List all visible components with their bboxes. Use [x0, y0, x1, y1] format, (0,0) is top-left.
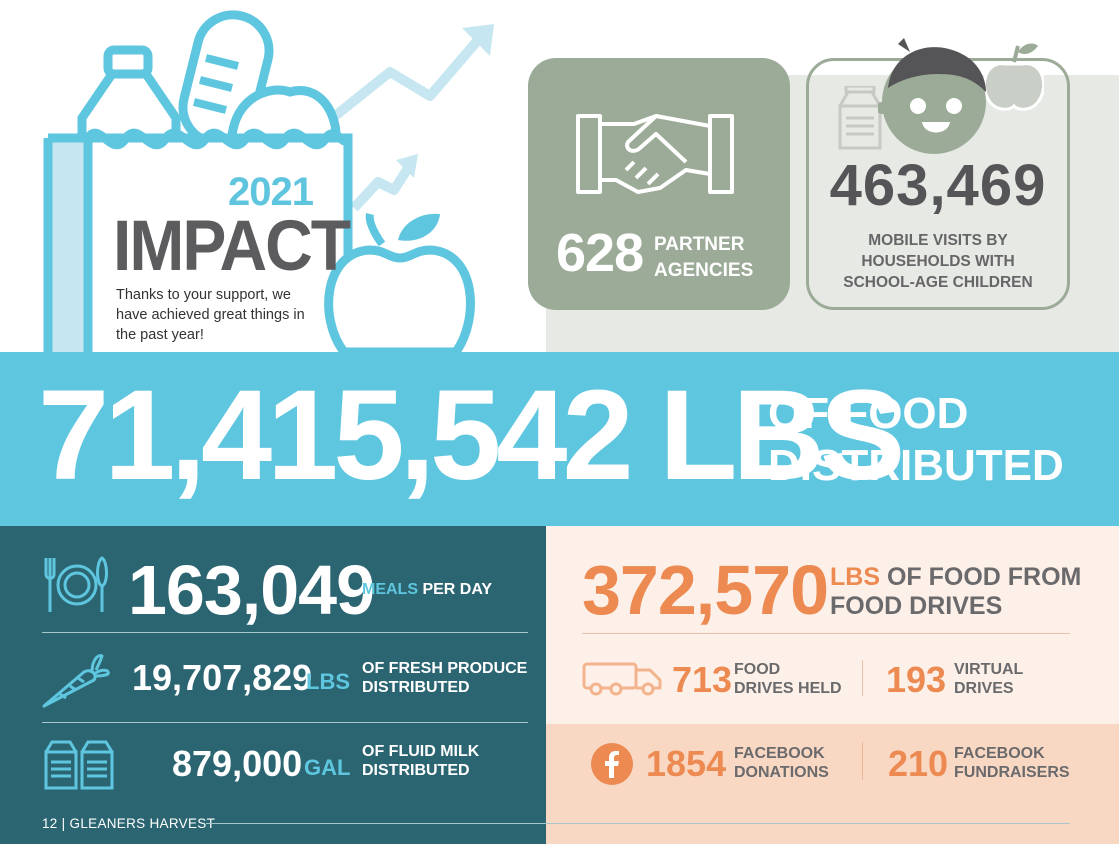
- partner-agencies-card: [528, 58, 790, 310]
- drives-held-line1: FOOD: [734, 661, 781, 678]
- food-drives-divider: [582, 633, 1070, 634]
- drives-held-number: 713: [672, 659, 733, 700]
- meals-number: 163,049: [128, 551, 375, 629]
- drives-held-line2: DRIVES HELD: [734, 680, 842, 697]
- plate-utensils-icon: [44, 556, 108, 612]
- handshake-icon: [576, 114, 734, 194]
- drives-held-label: FOOD DRIVES HELD: [734, 660, 842, 698]
- facebook-fundraisers-line2: FUNDRAISERS: [954, 764, 1070, 781]
- mobile-visits-number: 463,469: [829, 153, 1047, 218]
- mobile-visits-label: MOBILE VISITS BY HOUSEHOLDS WITH SCHOOL-…: [806, 230, 1070, 293]
- carrot-icon: [42, 654, 110, 708]
- impact-tagline: Thanks to your support, we have achieved…: [116, 287, 305, 343]
- food-drives-label-rest: OF FOOD FROM: [880, 563, 1082, 591]
- hero-illustration: [43, 10, 494, 352]
- meals-label-highlight: MEALS: [362, 581, 418, 598]
- trend-arrow-icon: [326, 24, 494, 212]
- facebook-donations-label: FACEBOOK DONATIONS: [734, 744, 829, 782]
- milk-number: 879,000: [172, 743, 303, 784]
- food-drives-label-line2: FOOD DRIVES: [830, 592, 1003, 620]
- virtual-drives-label: VIRTUAL DRIVES: [954, 660, 1023, 698]
- produce-unit: LBS: [306, 669, 350, 694]
- facebook-donations-line1: FACEBOOK: [734, 745, 825, 762]
- produce-label-line1: OF FRESH PRODUCE: [362, 660, 528, 677]
- partner-agencies-number: 628: [556, 223, 644, 283]
- milk-carton-icon: [838, 86, 882, 150]
- food-drives-panel: [546, 526, 1119, 724]
- mobile-label-line2: HOUSEHOLDS WITH: [861, 253, 1015, 270]
- food-drives-label: LBS OF FOOD FROM FOOD DRIVES: [830, 563, 1081, 621]
- impact-year: 2021: [228, 170, 314, 214]
- mobile-label-line1: MOBILE VISITS BY: [868, 232, 1008, 249]
- milk-label-line1: OF FLUID MILK: [362, 743, 480, 760]
- meals-label: MEALS PER DAY: [362, 581, 492, 599]
- teal-divider-1: [42, 632, 528, 633]
- food-distributed-line1: OF FOOD: [768, 389, 969, 438]
- teal-stats-panel: [0, 526, 546, 844]
- page-footer: 12 | GLEANERS HARVEST: [42, 816, 216, 831]
- partner-label-line2: AGENCIES: [654, 260, 754, 281]
- produce-label-line2: DISTRIBUTED: [362, 679, 470, 696]
- facebook-donations-number: 1854: [646, 743, 727, 784]
- footer-rule: [206, 823, 1070, 824]
- partner-label-line1: PARTNER: [654, 234, 745, 255]
- milk-unit: GAL: [304, 755, 351, 780]
- apple-icon: [324, 213, 475, 352]
- impact-title: IMPACT: [113, 205, 351, 285]
- milk-cartons-icon: [44, 740, 114, 790]
- food-drives-number: 372,570: [582, 551, 829, 629]
- grocery-bag-icon: [43, 128, 353, 352]
- milk-label-line2: DISTRIBUTED: [362, 762, 470, 779]
- food-drives-label-highlight: LBS: [830, 563, 880, 591]
- virtual-drives-line2: DRIVES: [954, 680, 1014, 697]
- mobile-label-line3: SCHOOL-AGE CHILDREN: [843, 274, 1033, 291]
- food-distributed-number: 71,415,542 LBS: [38, 364, 905, 507]
- child-face-icon: [878, 38, 1044, 154]
- virtual-drives-line1: VIRTUAL: [954, 661, 1024, 678]
- facebook-divider: [862, 742, 863, 780]
- food-distributed-line2: DISTRIBUTED: [768, 441, 1064, 490]
- food-distributed-label: OF FOOD DISTRIBUTED: [768, 388, 1064, 492]
- facebook-donations-line2: DONATIONS: [734, 764, 829, 781]
- milk-label: OF FLUID MILK DISTRIBUTED: [362, 742, 479, 780]
- facebook-fundraisers-number: 210: [888, 743, 949, 784]
- facebook-panel: [546, 724, 1119, 844]
- food-distributed-band: [0, 352, 1119, 526]
- truck-icon: [582, 662, 662, 696]
- teal-divider-2: [42, 722, 528, 723]
- drives-divider: [862, 660, 863, 696]
- apple-small-icon: [982, 43, 1044, 111]
- produce-number: 19,707,829: [132, 657, 313, 698]
- meals-label-rest: PER DAY: [418, 581, 493, 598]
- partner-agencies-label: PARTNER AGENCIES: [654, 232, 753, 284]
- facebook-fundraisers-label: FACEBOOK FUNDRAISERS: [954, 744, 1070, 782]
- virtual-drives-number: 193: [886, 659, 947, 700]
- produce-label: OF FRESH PRODUCE DISTRIBUTED: [362, 659, 527, 697]
- facebook-fundraisers-line1: FACEBOOK: [954, 745, 1045, 762]
- facebook-icon: [591, 743, 633, 785]
